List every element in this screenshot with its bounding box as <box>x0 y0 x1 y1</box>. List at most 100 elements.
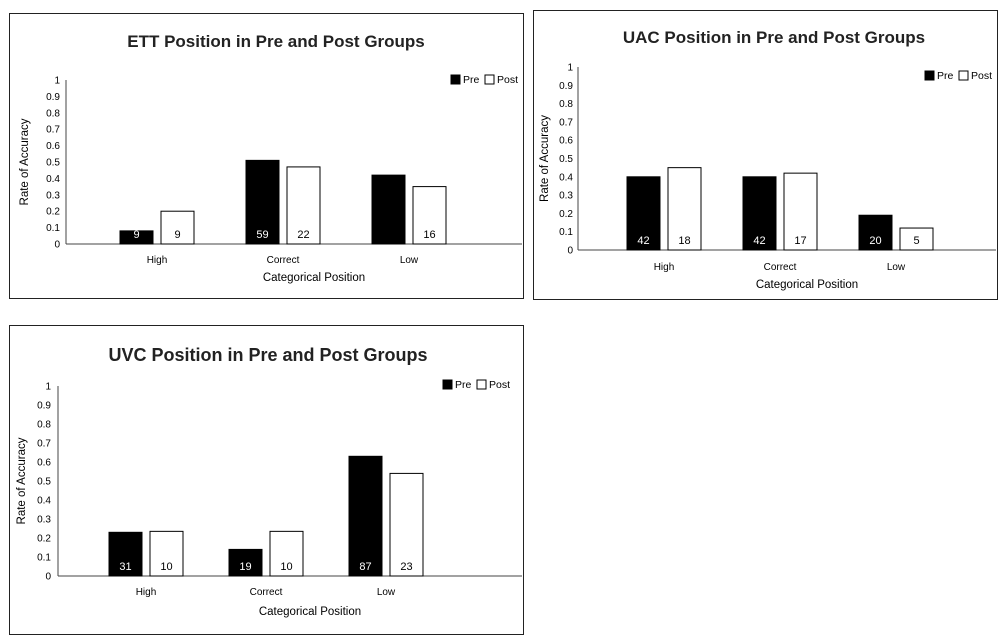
bar-post <box>899 227 934 251</box>
y-tick-label: 0.1 <box>37 553 51 564</box>
uvc-chart-panel: UVC Position in Pre and Post Groups 0 0.1 0… <box>9 325 524 635</box>
chart-title: ETT Position in Pre and Post Groups <box>127 32 425 51</box>
y-tick-label: 0.3 <box>37 515 51 526</box>
legend-swatch-pre <box>450 74 461 85</box>
y-tick-label: 0.7 <box>46 125 60 136</box>
bar-post <box>160 210 195 245</box>
y-tick-label: 0.4 <box>37 496 51 507</box>
y-tick-label: 0 <box>45 572 51 583</box>
y-tick-label: 0.9 <box>559 81 573 92</box>
x-tick-label: Low <box>400 255 419 266</box>
uvc-chart: UVC Position in Pre and Post Groups 0 0.1 0… <box>16 345 522 618</box>
legend-swatch-post <box>958 70 969 81</box>
bar-pre <box>742 176 777 251</box>
y-tick-label: 0.1 <box>559 227 573 238</box>
bar-data-label: 42 <box>637 235 649 247</box>
y-tick-label: 1 <box>45 382 51 393</box>
chart-title: UVC Position in Pre and Post Groups <box>108 345 427 365</box>
ett-chart-panel: ETT Position in Pre and Post Groups 0 0.1 0… <box>9 13 524 299</box>
legend-swatch-pre <box>924 70 935 81</box>
y-axis-label: Rate of Accuracy <box>539 115 551 202</box>
bar-data-label: 18 <box>678 235 690 247</box>
legend-label-pre: Pre <box>463 74 480 86</box>
ett-chart: ETT Position in Pre and Post Groups 0 0.1 0… <box>19 32 522 284</box>
y-tick-label: 0.6 <box>37 458 51 469</box>
bar-post <box>783 172 818 251</box>
bar-data-label: 17 <box>794 235 806 247</box>
x-tick-label: Low <box>887 262 906 273</box>
y-tick-label: 0.1 <box>46 223 60 234</box>
x-axis-label: Categorical Position <box>259 606 361 618</box>
y-tick-label: 0.3 <box>46 190 60 201</box>
legend-swatch-post <box>484 74 495 85</box>
uac-chart: UAC Position in Pre and Post Groups 0 0.1 0… <box>539 28 996 291</box>
bar-data-label: 10 <box>160 561 172 573</box>
bar-data-label: 10 <box>280 561 292 573</box>
bar-data-label: 23 <box>400 561 412 573</box>
bar-data-label: 87 <box>359 561 371 573</box>
bar-data-label: 9 <box>174 229 180 241</box>
bar-pre <box>108 531 143 577</box>
bar-pre <box>626 176 661 251</box>
bar-post <box>286 166 321 245</box>
bar-pre <box>119 230 154 245</box>
y-tick-label: 0 <box>567 246 573 257</box>
x-tick-label: Correct <box>250 587 283 598</box>
bar-data-label: 9 <box>133 229 139 241</box>
chart-title: UAC Position in Pre and Post Groups <box>623 28 925 47</box>
bar-data-label: 42 <box>753 235 765 247</box>
legend-label-pre: Pre <box>455 379 472 391</box>
y-tick-label: 0.7 <box>559 117 573 128</box>
bar-pre <box>348 455 383 577</box>
y-tick-label: 0.6 <box>559 136 573 147</box>
x-tick-label: Correct <box>764 262 797 273</box>
bar-pre <box>228 548 263 577</box>
y-tick-label: 0.8 <box>559 99 573 110</box>
y-tick-label: 0.4 <box>46 174 60 185</box>
y-tick-label: 0.8 <box>37 420 51 431</box>
bar-pre <box>245 159 280 245</box>
y-tick-label: 0.2 <box>46 207 60 218</box>
y-tick-label: 0.9 <box>37 401 51 412</box>
bar-data-label: 16 <box>423 229 435 241</box>
x-tick-label: Low <box>377 587 396 598</box>
y-tick-label: 0.3 <box>559 191 573 202</box>
bar-post <box>412 186 447 245</box>
y-tick-label: 0.2 <box>37 534 51 545</box>
legend-label-pre: Pre <box>937 70 954 82</box>
legend-swatch-post <box>476 379 487 390</box>
bar-data-label: 5 <box>913 235 919 247</box>
y-tick-label: 0.6 <box>46 141 60 152</box>
x-tick-label: High <box>654 262 675 273</box>
bar-data-label: 59 <box>256 229 268 241</box>
x-axis-label: Categorical Position <box>263 272 365 284</box>
y-tick-label: 1 <box>54 76 60 87</box>
x-tick-label: Correct <box>267 255 300 266</box>
bar-post <box>149 530 184 577</box>
x-tick-label: High <box>147 255 168 266</box>
legend-label-post: Post <box>497 74 518 86</box>
y-tick-label: 0.2 <box>559 209 573 220</box>
y-tick-label: 0.8 <box>46 108 60 119</box>
legend-label-post: Post <box>489 379 510 391</box>
y-axis-label: Rate of Accuracy <box>19 118 31 205</box>
bar-post <box>389 472 424 577</box>
bar-data-label: 31 <box>119 561 131 573</box>
y-tick-label: 0.5 <box>37 477 51 488</box>
y-axis-label: Rate of Accuracy <box>16 437 28 524</box>
bar-data-label: 20 <box>869 235 881 247</box>
bar-pre <box>858 214 893 251</box>
y-tick-label: 0.7 <box>37 439 51 450</box>
legend-swatch-pre <box>442 379 453 390</box>
x-tick-label: High <box>136 587 157 598</box>
bar-data-label: 19 <box>239 561 251 573</box>
y-tick-label: 0.9 <box>46 92 60 103</box>
x-axis-label: Categorical Position <box>756 279 858 291</box>
bar-pre <box>371 174 406 245</box>
y-tick-label: 0.4 <box>559 172 573 183</box>
uac-chart-panel: UAC Position in Pre and Post Groups 0 0.1 0… <box>533 10 998 300</box>
legend-label-post: Post <box>971 70 992 82</box>
y-tick-label: 0.5 <box>46 158 60 169</box>
y-tick-label: 0.5 <box>559 154 573 165</box>
bar-data-label: 22 <box>297 229 309 241</box>
